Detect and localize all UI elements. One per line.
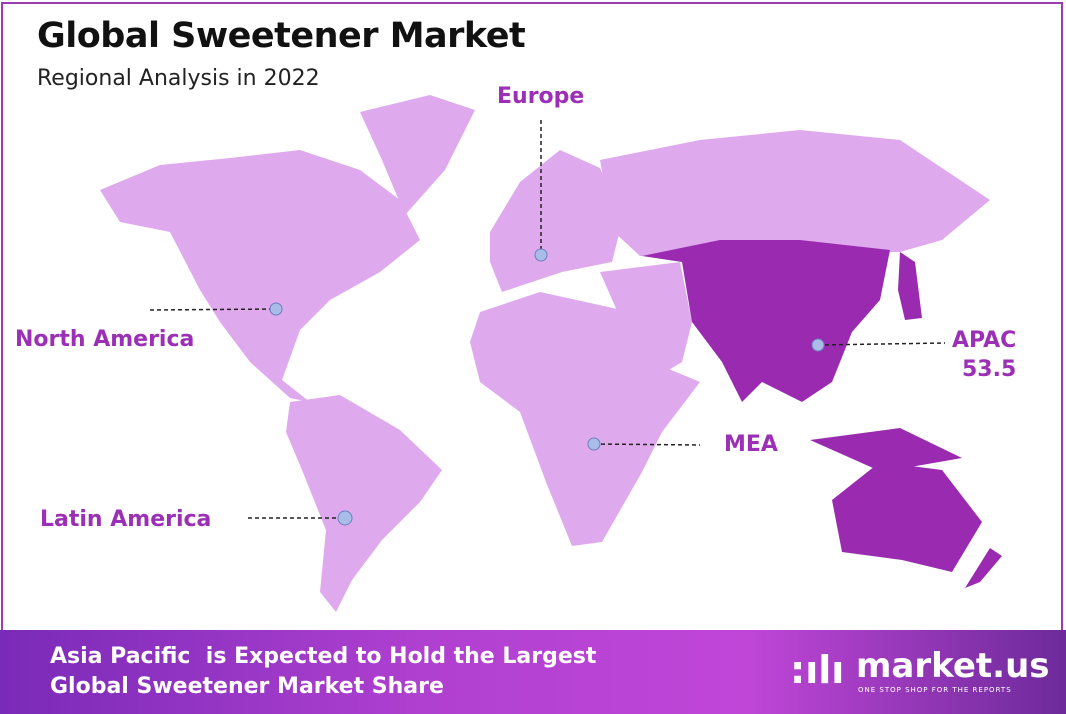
south-america-shape [286, 395, 442, 612]
greenland-shape [360, 95, 475, 215]
label-apac: APAC [952, 328, 1017, 353]
label-apac-value: 53.5 [962, 357, 1017, 382]
north-america-marker [269, 302, 283, 316]
banner-line-1: Asia Pacific is Expected to Hold the Lar… [50, 644, 597, 669]
north-asia-shape [600, 130, 990, 256]
banner-text: Asia Pacific is Expected to Hold the Lar… [50, 642, 596, 702]
north-america-leader-line [149, 308, 277, 311]
page-title: Global Sweetener Market [37, 16, 526, 56]
new-zealand-shape [965, 548, 1002, 588]
logo-name: market.us [856, 646, 1050, 686]
middle-east-shape [600, 262, 692, 380]
label-mea: MEA [724, 432, 778, 457]
label-europe: Europe [497, 84, 585, 109]
label-north-america: North America [15, 327, 195, 352]
mea-leader-line [593, 443, 701, 446]
apac-marker [811, 338, 825, 352]
north-america-shape [100, 150, 420, 402]
latin-america-marker [337, 510, 353, 526]
southeast-asia-islands-shape [810, 428, 962, 472]
apac-leader-line [817, 342, 946, 346]
footer-banner: Asia Pacific is Expected to Hold the Lar… [0, 630, 1066, 714]
europe-marker [534, 248, 548, 262]
logo-mark-icon: :ılı [790, 648, 845, 692]
label-latin-america: Latin America [40, 507, 212, 532]
mea-marker [587, 437, 601, 451]
australia-shape [832, 462, 982, 572]
logo-tagline: ONE STOP SHOP FOR THE REPORTS [858, 686, 1012, 694]
banner-line-2: Global Sweetener Market Share [50, 674, 444, 699]
europe-shape [490, 150, 622, 292]
page-subtitle: Regional Analysis in 2022 [37, 66, 320, 91]
japan-shape [898, 252, 922, 320]
apac-shape [642, 240, 890, 402]
